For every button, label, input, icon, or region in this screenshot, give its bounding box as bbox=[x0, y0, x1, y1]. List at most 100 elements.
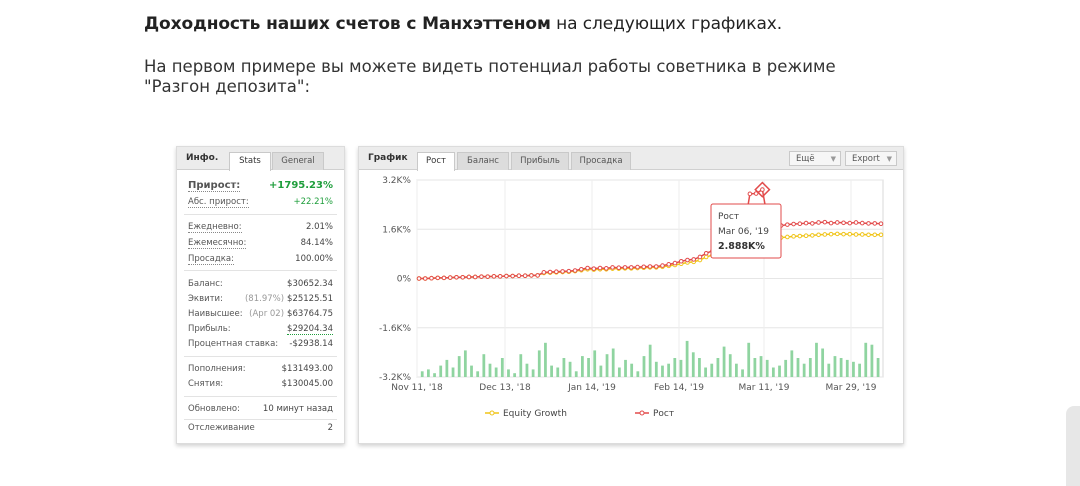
monthly-row: Ежемесячно: 84.14% bbox=[188, 238, 333, 249]
volume-bar bbox=[568, 361, 572, 377]
tooltip-value: 2.888K% bbox=[718, 241, 765, 252]
volume-bar bbox=[839, 358, 843, 377]
growth-series-point bbox=[760, 187, 765, 192]
balance-row: Баланс: $30652.34 bbox=[188, 279, 333, 289]
growth-series-point bbox=[529, 273, 534, 278]
deposits-value: $131493.00 bbox=[281, 364, 333, 374]
growth-series-point bbox=[866, 221, 871, 226]
growth-series-point bbox=[872, 221, 878, 226]
y-tick-label: -1.6K% bbox=[379, 324, 411, 334]
growth-series-point bbox=[797, 221, 803, 227]
growth-series-point bbox=[610, 265, 615, 270]
profit-value[interactable]: $29204.34 bbox=[287, 324, 333, 335]
monthly-label: Ежемесячно: bbox=[188, 238, 247, 249]
equity-series-line bbox=[419, 233, 881, 280]
volume-bar bbox=[519, 354, 523, 377]
volume-bar bbox=[765, 359, 769, 377]
tracking-row: Отслеживание 2 bbox=[188, 423, 333, 433]
tab-balance[interactable]: Баланс bbox=[457, 152, 509, 170]
growth-series-point bbox=[685, 257, 690, 263]
growth-series-point bbox=[535, 273, 540, 278]
volume-bar bbox=[593, 350, 597, 377]
growth-series-point bbox=[516, 273, 522, 279]
growth-series-point bbox=[622, 265, 628, 270]
tab-profit[interactable]: Прибыль bbox=[511, 152, 569, 170]
volume-bar bbox=[771, 367, 775, 377]
volume-bar bbox=[852, 361, 855, 377]
more-dropdown[interactable]: Ещё ▼ bbox=[789, 151, 841, 166]
equity-series-point bbox=[853, 232, 859, 237]
growth-series-point bbox=[435, 275, 441, 281]
deposits-row: Пополнения: $131493.00 bbox=[188, 364, 333, 374]
tracking-value: 2 bbox=[327, 423, 333, 433]
growth-series-point bbox=[497, 274, 503, 279]
growth-row: Прирост: +1795.23% bbox=[188, 180, 333, 192]
volume-bar bbox=[667, 363, 671, 377]
balance-label: Баланс: bbox=[188, 279, 223, 289]
abs-growth-value: +22.21% bbox=[293, 197, 333, 207]
volume-bar bbox=[685, 340, 689, 377]
growth-series-point bbox=[585, 265, 590, 271]
drawdown-label: Просадка: bbox=[188, 254, 234, 265]
divider bbox=[184, 396, 337, 397]
export-dropdown[interactable]: Export ▼ bbox=[845, 151, 897, 166]
volume-bar bbox=[574, 371, 578, 377]
headline: Доходность наших счетов с Манхэттеном на… bbox=[144, 14, 782, 34]
growth-series-point bbox=[560, 269, 565, 274]
withdrawals-row: Снятия: $130045.00 bbox=[188, 379, 333, 389]
highest-value: $63764.75 bbox=[287, 309, 333, 319]
equity-series-point bbox=[797, 233, 803, 239]
growth-series-point bbox=[416, 276, 422, 281]
x-tick-label: Mar 11, '19 bbox=[739, 383, 790, 393]
growth-chart[interactable]: 3.2K% 1.6K% 0% -1.6K% -3.2K%Nov 11, '18 Dec 1… bbox=[359, 170, 903, 442]
growth-series-point bbox=[691, 257, 697, 262]
volume-bar bbox=[802, 363, 806, 377]
volume-bar bbox=[735, 363, 738, 377]
tab-general[interactable]: General bbox=[272, 152, 324, 170]
growth-series-point bbox=[841, 220, 846, 226]
chart-tabbar: График Рост Баланс Прибыль Просадка Ещё ▼… bbox=[359, 147, 903, 171]
growth-series-point bbox=[628, 265, 634, 270]
growth-series-point bbox=[785, 222, 790, 227]
tooltip-date: Mar 06, '19 bbox=[718, 227, 769, 237]
tooltip-box bbox=[710, 203, 782, 259]
volume-bar bbox=[420, 371, 424, 377]
highest-row: Наивысшее: (Apr 02) $63764.75 bbox=[188, 309, 333, 319]
daily-value: 2.01% bbox=[305, 222, 333, 232]
volume-bar bbox=[537, 350, 541, 377]
growth-series-point bbox=[753, 191, 759, 196]
profit-row: Прибыль: $29204.34 bbox=[188, 324, 333, 335]
growth-series-point bbox=[834, 220, 840, 225]
growth-series-point bbox=[466, 274, 472, 280]
tab-growth[interactable]: Рост bbox=[417, 152, 455, 171]
headline-bold: Доходность наших счетов с Манхэттеном bbox=[144, 14, 551, 34]
volume-bar bbox=[821, 348, 825, 377]
growth-series-point bbox=[485, 274, 490, 279]
withdrawals-value: $130045.00 bbox=[281, 379, 333, 389]
growth-series-point bbox=[810, 221, 815, 226]
growth-series-point bbox=[853, 220, 859, 225]
volume-bar bbox=[691, 352, 695, 377]
growth-series-point bbox=[678, 258, 684, 264]
equity-series-point bbox=[828, 231, 834, 237]
volume-bar bbox=[741, 369, 744, 377]
volume-bar bbox=[531, 369, 535, 377]
divider bbox=[184, 214, 337, 215]
tab-drawdown[interactable]: Просадка bbox=[571, 152, 631, 170]
volume-bar bbox=[624, 359, 627, 377]
growth-series-point bbox=[641, 264, 647, 270]
updated-row: Обновлено: 10 минут назад bbox=[188, 404, 333, 414]
growth-series-point bbox=[579, 266, 584, 272]
tooltip-series: Рост bbox=[718, 212, 739, 222]
page-scrollbar[interactable] bbox=[1066, 406, 1080, 486]
volume-bar bbox=[642, 356, 646, 377]
growth-series-point bbox=[603, 266, 609, 271]
divider bbox=[184, 270, 337, 271]
volume-bar bbox=[544, 342, 547, 377]
updated-label: Обновлено: bbox=[188, 404, 240, 414]
chevron-down-icon: ▼ bbox=[886, 155, 892, 163]
equity-pct: (81.97%) bbox=[244, 294, 285, 304]
equity-series-point bbox=[816, 232, 821, 238]
growth-series-point bbox=[697, 254, 703, 260]
tab-stats[interactable]: Stats bbox=[229, 152, 271, 171]
